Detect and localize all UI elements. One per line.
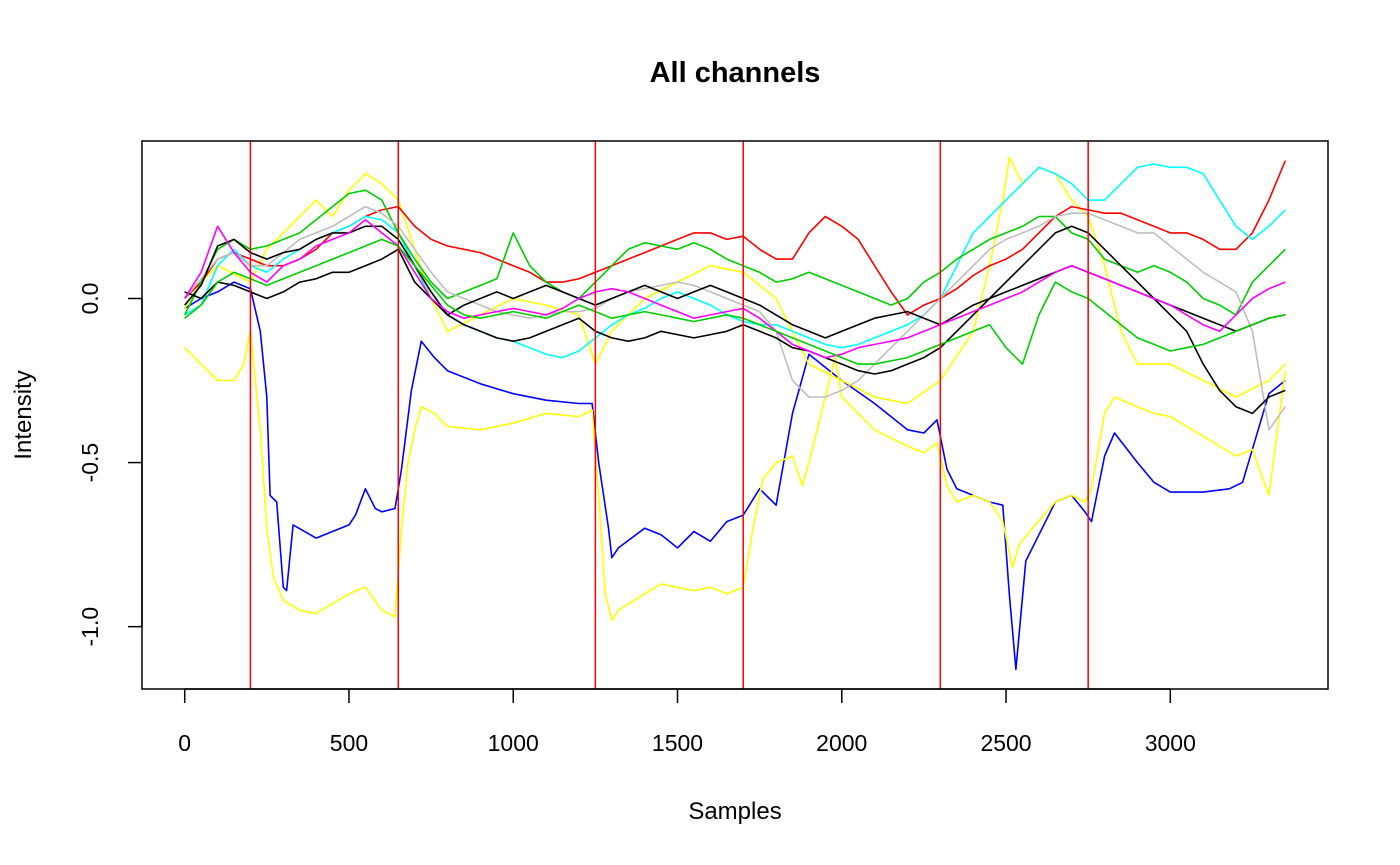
series-line-1 xyxy=(184,281,1286,671)
y-tick-label: -1.0 xyxy=(77,607,103,647)
x-tick-label: 1000 xyxy=(488,730,539,756)
x-axis-title: Samples xyxy=(688,798,781,825)
y-tick-label: 0.0 xyxy=(77,283,103,315)
x-tick-label: 500 xyxy=(330,730,368,756)
series-line-4 xyxy=(184,160,1287,316)
x-axis: 0 500 1000 1500 2000 2500 3000 xyxy=(178,688,1196,756)
series-line-8 xyxy=(184,225,1286,415)
series-line-7 xyxy=(184,205,1286,431)
x-tick-label: 3000 xyxy=(1145,730,1196,756)
y-axis: -1.0 -0.5 0.0 xyxy=(77,283,143,647)
x-tick-label: 1500 xyxy=(652,730,703,756)
y-tick-label: -0.5 xyxy=(77,443,103,483)
series-line-5 xyxy=(184,163,1286,359)
x-tick-label: 2500 xyxy=(980,730,1031,756)
series-line-2 xyxy=(184,330,1287,621)
x-tick-label: 2000 xyxy=(816,730,867,756)
series-line-11 xyxy=(184,238,1286,365)
vertical-line-layer xyxy=(249,141,1089,689)
y-axis-title: Intensity xyxy=(10,370,37,459)
chart-title: All channels xyxy=(650,57,821,89)
plot-frame xyxy=(141,140,1329,690)
series-line-3 xyxy=(184,156,1286,405)
series-layer xyxy=(183,156,1287,671)
x-tick-label: 0 xyxy=(178,730,191,756)
series-line-6 xyxy=(183,189,1286,316)
series-line-10 xyxy=(184,219,1286,359)
